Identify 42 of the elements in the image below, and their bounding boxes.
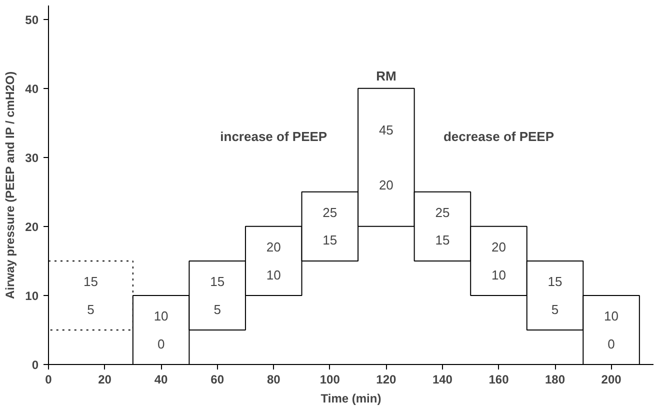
y-tick-label: 0 xyxy=(32,358,39,372)
annotation: 5 xyxy=(551,302,559,317)
x-tick-label: 60 xyxy=(210,372,224,386)
annotation: 20 xyxy=(378,178,394,192)
y-tick-label: 20 xyxy=(25,220,39,234)
annotation: 15 xyxy=(83,274,98,290)
annotation: 5 xyxy=(87,302,94,317)
annotation: 20 xyxy=(266,240,281,255)
annotation: 20 xyxy=(492,240,506,255)
y-tick-label: 10 xyxy=(25,288,39,303)
annotation: 15 xyxy=(435,232,450,248)
x-tick-label: 0 xyxy=(45,372,52,386)
y-tick-label: 40 xyxy=(25,82,39,96)
x-tick-label: 180 xyxy=(545,372,566,386)
annotation: 10 xyxy=(154,308,168,324)
annotation: 25 xyxy=(322,205,338,220)
annotation: 15 xyxy=(322,232,338,248)
annotation: 25 xyxy=(435,205,450,220)
x-tick-label: 20 xyxy=(98,372,112,386)
x-tick-label: 140 xyxy=(432,372,453,386)
annotation: 0 xyxy=(608,336,615,352)
y-tick-label: 50 xyxy=(25,12,39,27)
annotation: 15 xyxy=(548,274,562,290)
annotation: increase of PEEP xyxy=(220,129,328,144)
annotation: 15 xyxy=(210,274,225,290)
annotation: 5 xyxy=(214,302,221,317)
annotation: decrease of PEEP xyxy=(443,129,554,144)
y-axis-title: Airway pressure (PEEP and IP / cmH2O) xyxy=(3,71,18,300)
annotation: 10 xyxy=(492,267,506,282)
x-tick-label: 200 xyxy=(601,372,622,386)
x-tick-label: 40 xyxy=(154,372,168,386)
x-tick-label: 120 xyxy=(376,372,397,386)
y-tick-label: 30 xyxy=(25,150,39,165)
annotation: 0 xyxy=(157,336,165,352)
annotation: RM xyxy=(376,68,396,84)
annotation: 10 xyxy=(266,267,281,282)
annotation: 10 xyxy=(604,308,619,324)
x-tick-label: 80 xyxy=(266,372,281,386)
x-tick-label: 160 xyxy=(488,372,510,386)
annotation: 45 xyxy=(378,122,394,138)
x-tick-label: 100 xyxy=(320,372,340,386)
x-axis-title: Time (min) xyxy=(320,392,382,406)
